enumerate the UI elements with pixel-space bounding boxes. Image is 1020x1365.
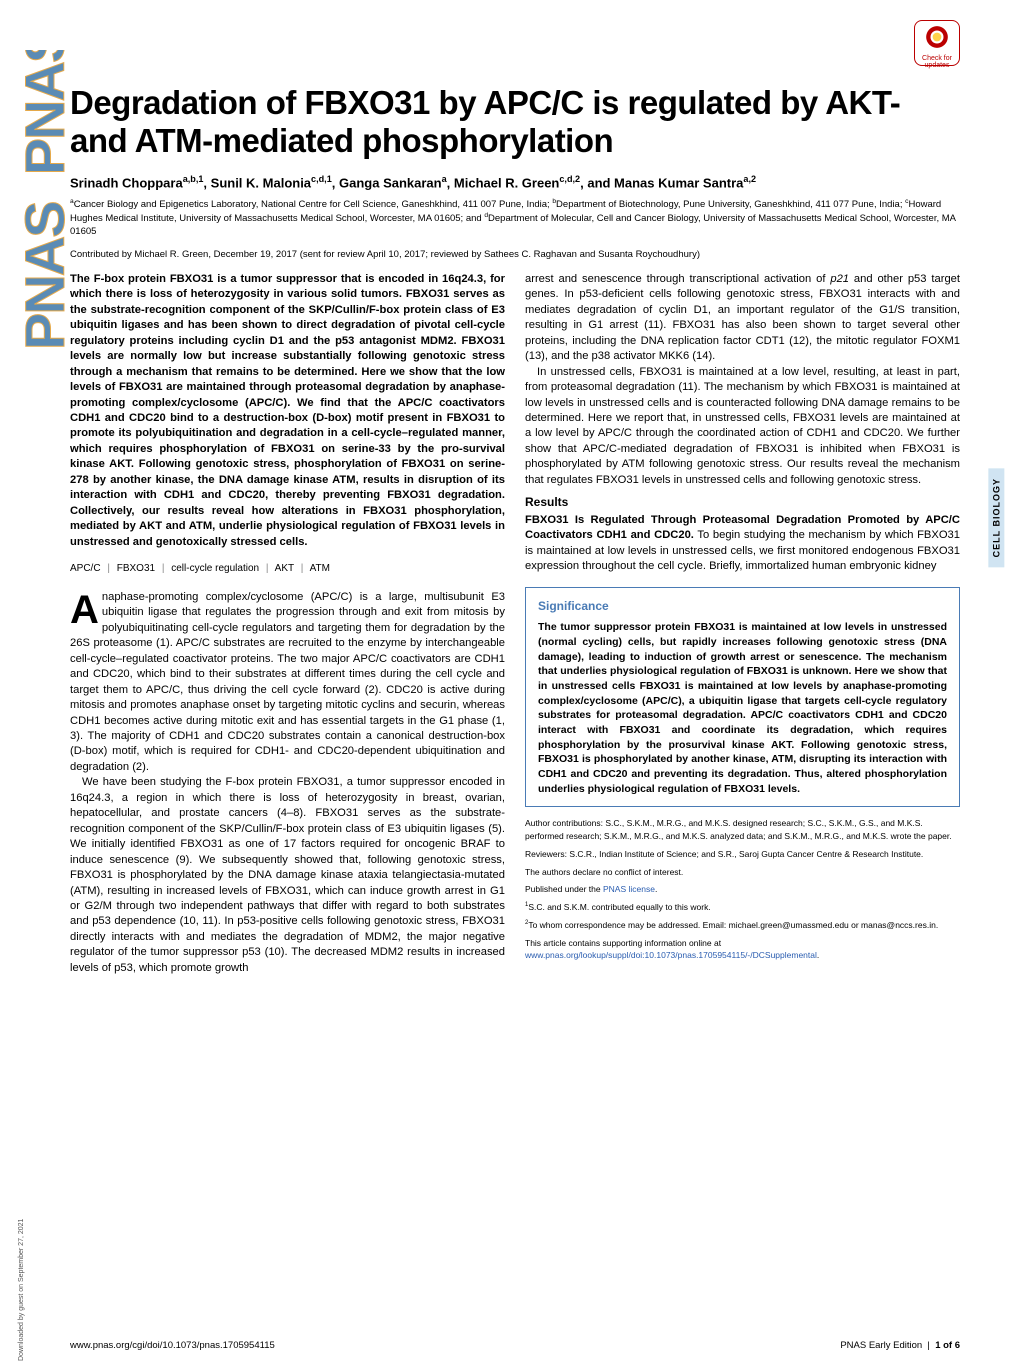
right-p2: In unstressed cells, FBXO31 is maintaine… — [525, 365, 960, 489]
footer-doi: www.pnas.org/cgi/doi/10.1073/pnas.170595… — [70, 1340, 275, 1351]
significance-heading: Significance — [538, 598, 947, 615]
footnotes: Author contributions: S.C., S.K.M., M.R.… — [525, 817, 960, 962]
dropcap: A — [70, 590, 102, 627]
contributed-line: Contributed by Michael R. Green, Decembe… — [70, 249, 960, 260]
significance-box: Significance The tumor suppressor protei… — [525, 587, 960, 808]
results-text: FBXO31 Is Regulated Through Proteasomal … — [525, 513, 960, 575]
intro-p1: Anaphase-promoting complex/cyclosome (AP… — [70, 590, 505, 775]
right-column: arrest and senescence through transcript… — [525, 272, 960, 976]
results-heading: Results — [525, 494, 960, 511]
article-title: Degradation of FBXO31 by APC/C is regula… — [70, 84, 960, 160]
download-note: Downloaded by guest on September 27, 202… — [18, 1219, 25, 1361]
abstract: The F-box protein FBXO31 is a tumor supp… — [70, 272, 505, 550]
footer: www.pnas.org/cgi/doi/10.1073/pnas.170595… — [70, 1340, 960, 1351]
intro-p2: We have been studying the F-box protein … — [70, 775, 505, 976]
footer-page: PNAS Early Edition | 1 of 6 — [840, 1340, 960, 1351]
left-column: The F-box protein FBXO31 is a tumor supp… — [70, 272, 505, 976]
authors-line: Srinadh Chopparaa,b,1, Sunil K. Maloniac… — [70, 174, 960, 190]
significance-body: The tumor suppressor protein FBXO31 is m… — [538, 620, 947, 796]
right-p1: arrest and senescence through transcript… — [525, 272, 960, 365]
keywords: APC/C | FBXO31 | cell-cycle regulation |… — [70, 562, 505, 576]
affiliations: aCancer Biology and Epigenetics Laborato… — [70, 198, 960, 239]
